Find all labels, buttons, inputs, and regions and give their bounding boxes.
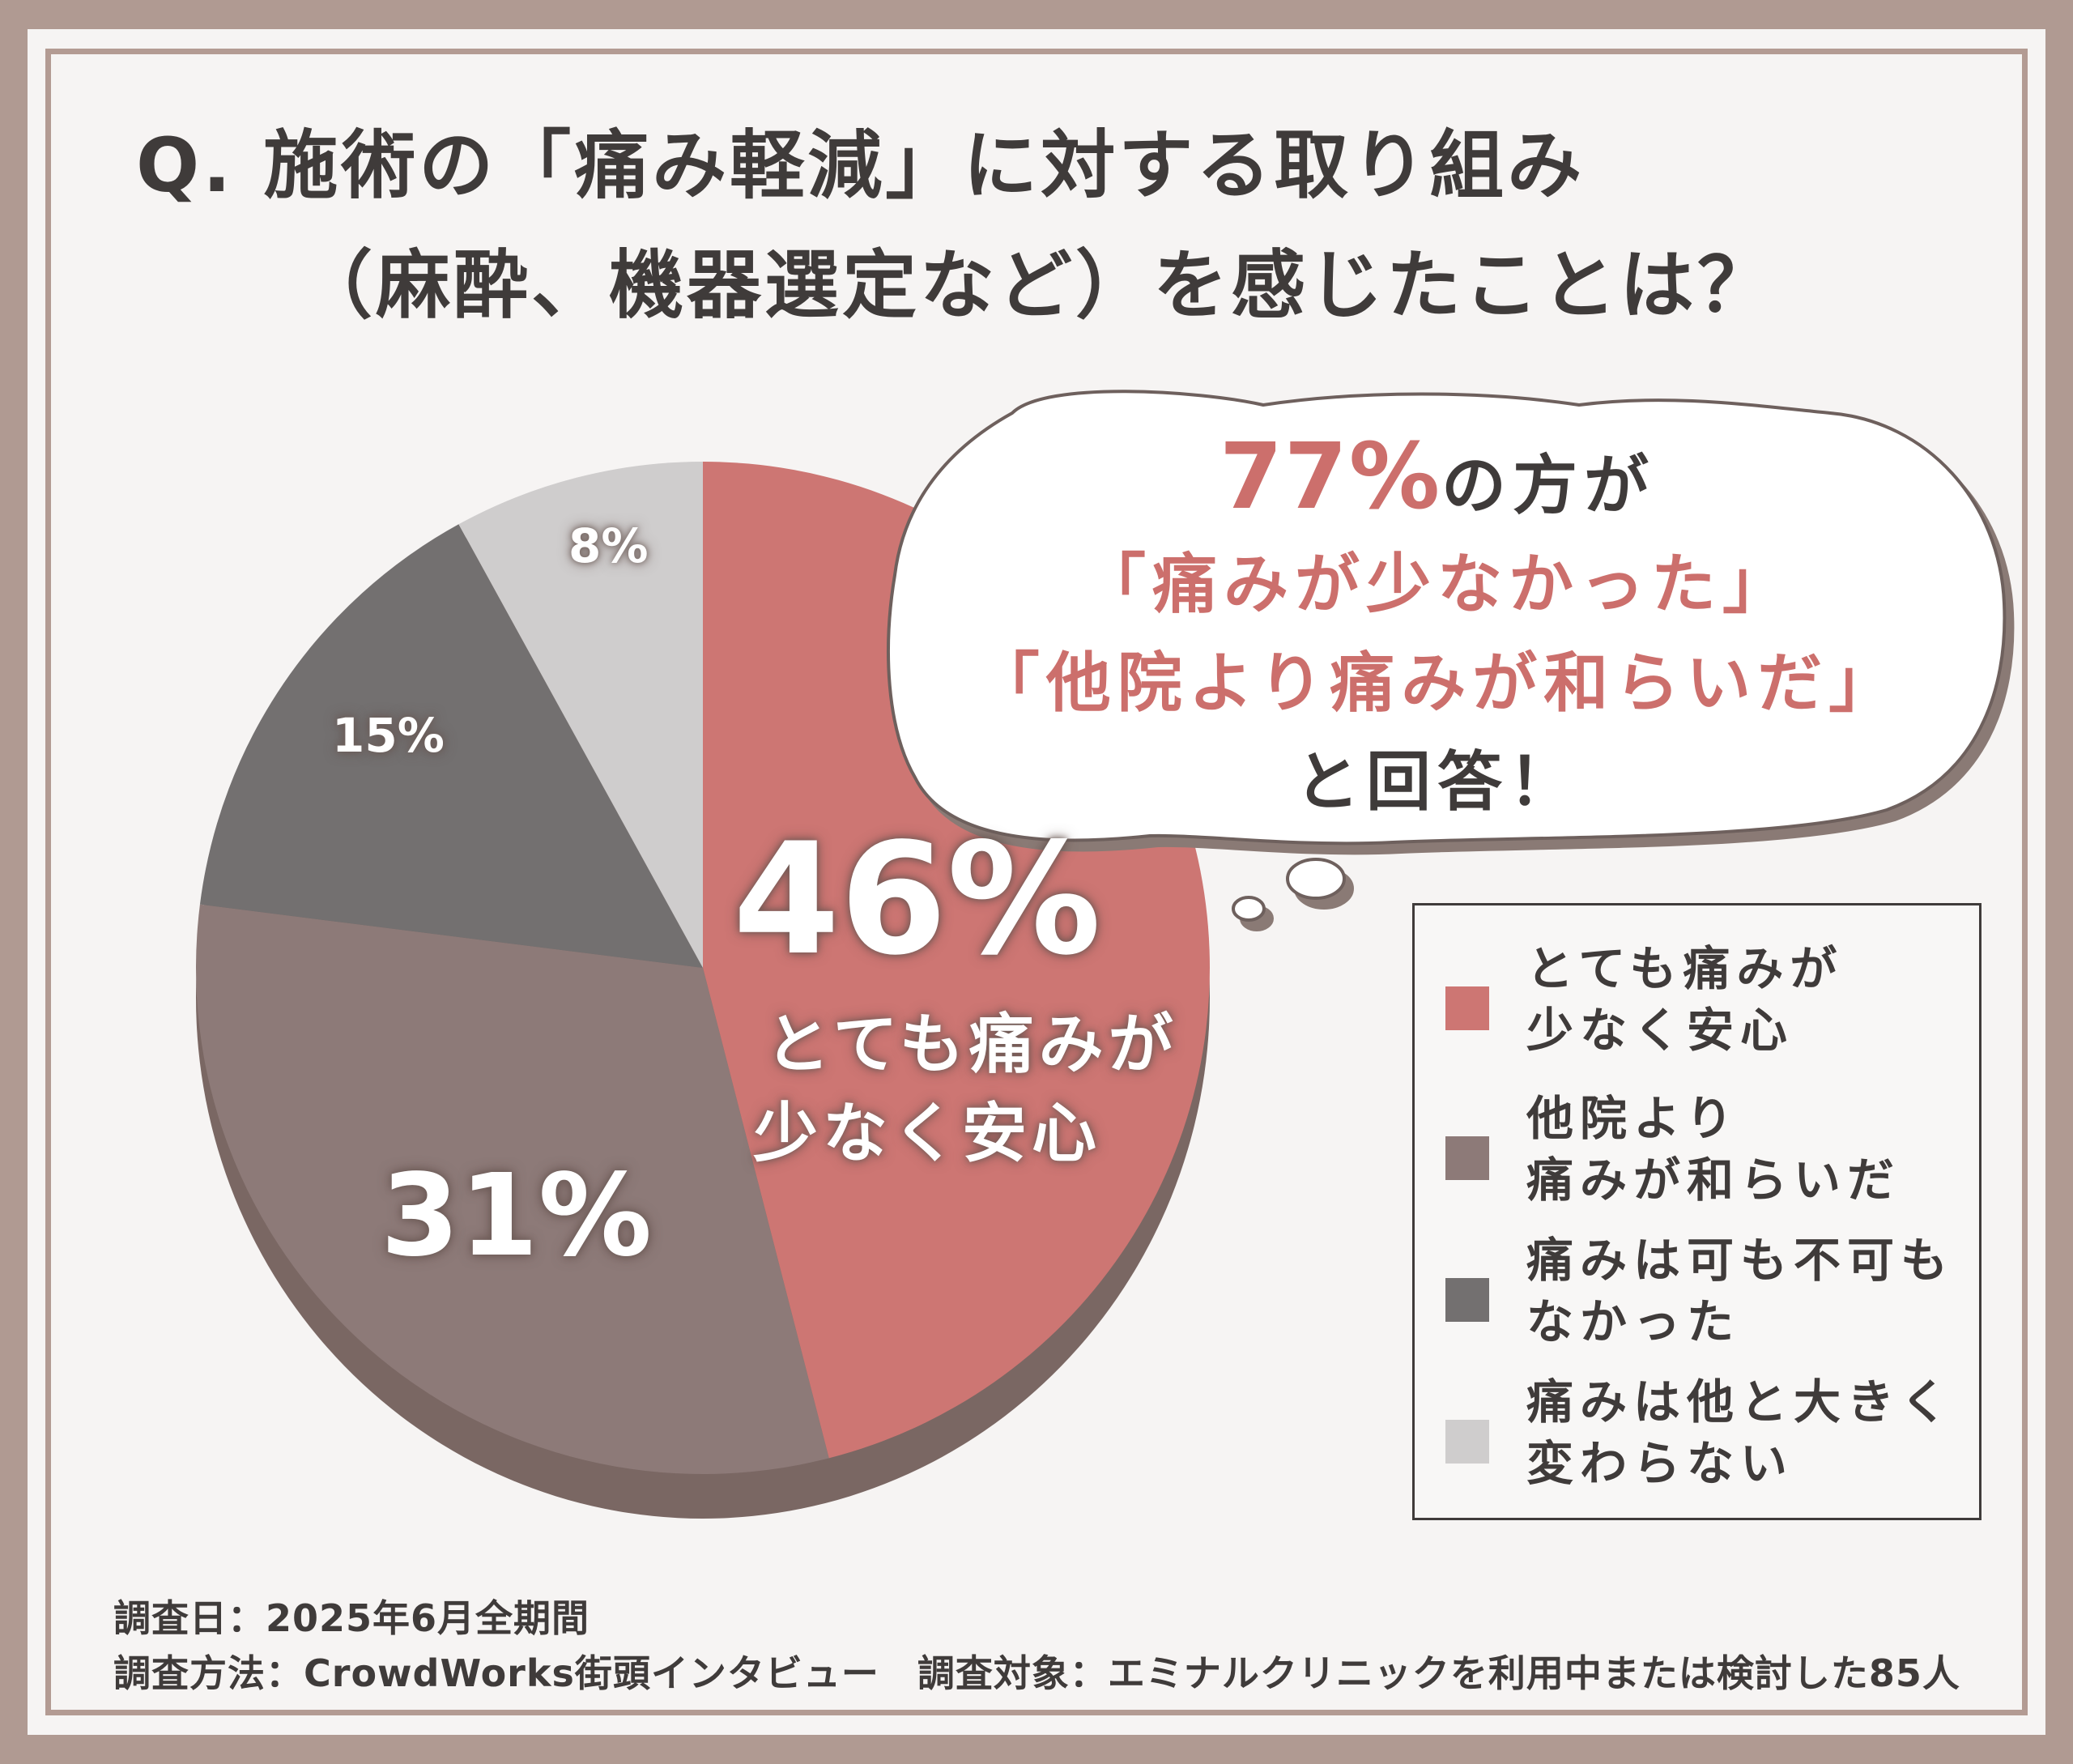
thought-dot-large [1286,858,1346,900]
legend-label-line-1: 他院より [1526,1091,1739,1146]
inner-frame [45,49,2028,1715]
legend-label-line-2: 少なく安心 [1526,1003,1794,1058]
callout-text: 77%の方が 「痛みが少なかった」 「他院より痛みが和らいだ」 と回答！ [931,428,1943,832]
legend-label-line-2: なかった [1526,1294,1741,1349]
legend-label: 痛みは可も不可も なかった [1526,1229,1980,1353]
callout-line-2: 「痛みが少なかった」 [1081,547,1794,622]
slice-label-8: 8% [568,518,649,573]
slice-label-46: 46% [733,810,1101,989]
callout-line-1: 77%の方が [931,428,1943,535]
title-line-2: （麻酔、機器選定など）を感じたことは？ [298,242,1776,329]
speech-bubble-shape [887,390,2007,846]
legend-swatch [1445,1278,1489,1322]
pie-slice-2 [195,904,829,1474]
callout-line-1-suffix: の方が [1441,448,1656,523]
thought-dot-small [1232,896,1266,922]
footer-survey-method: 調査方法：CrowdWorks街頭インタビュー 調査対象：エミナルクリニックを利… [113,1651,1960,1695]
pie-annotation-line-1: とても痛みが [765,1007,1178,1082]
pie-annotation-line-2: 少なく安心 [753,1096,1101,1171]
title-line-1: Q. 施術の「痛み軽減」に対する取り組み [136,122,1586,209]
legend-swatch [1445,1420,1489,1464]
legend-label-line-2: 痛みが和らいだ [1526,1153,1901,1208]
legend-label: とても痛みが 少なく安心 [1526,938,1980,1061]
callout-percent: 77% [1219,424,1442,530]
chart-title: Q. 施術の「痛み軽減」に対する取り組み （麻酔、機器選定など）を感じたことは？ [0,0,2073,340]
legend-label-line-2: 変わらない [1526,1436,1794,1491]
slice-label-15: 15% [332,708,445,763]
legend-label: 他院より痛みが和らいだ [1526,1088,1980,1211]
legend-label-line-1: とても痛みが [1526,941,1844,996]
footer-survey-date: 調査日：2025年6月全期間 [113,1596,590,1640]
legend-label-line-1: 痛みは他と大きく [1526,1374,1955,1430]
legend-swatch [1445,986,1489,1030]
callout-line-3: 「他院より痛みが和らいだ」 [974,646,1901,721]
slice-label-31: 31% [381,1150,653,1282]
legend: とても痛みが 少なく安心 他院より痛みが和らいだ 痛みは可も不可も なかった 痛みは… [1412,903,1981,1520]
pie-slice-4 [458,462,703,968]
callout-line-4: と回答！ [1295,744,1580,820]
legend-label: 痛みは他と大きく 変わらない [1526,1371,1980,1494]
legend-label-line-1: 痛みは可も不可も [1526,1233,1955,1288]
speech-bubble [887,390,2007,922]
legend-swatch [1445,1136,1489,1180]
pie-slice-3 [199,524,703,968]
